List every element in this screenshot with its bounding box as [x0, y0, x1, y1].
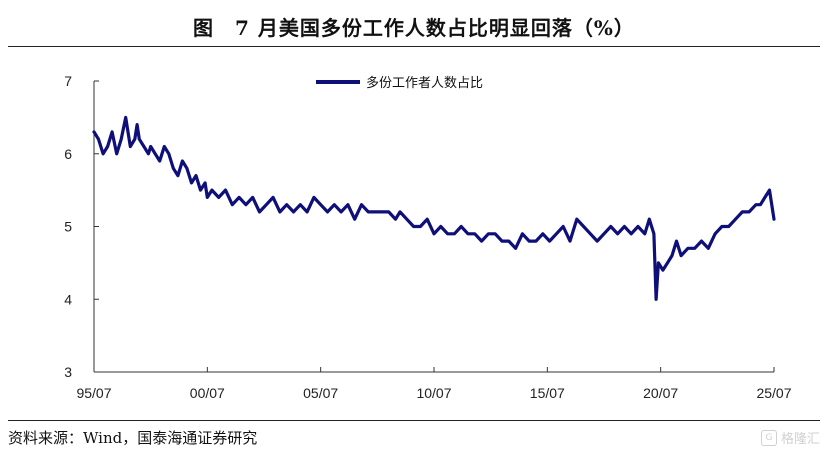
legend-label: 多份工作者人数占比 [366, 75, 483, 91]
x-tick-label: 05/07 [303, 385, 338, 401]
chart-series [92, 115, 776, 301]
line-chart: 3 4 5 6 7 95/07 00/07 05/07 10/07 15/07 20/07 25/07… [64, 73, 792, 401]
x-tick-label: 25/07 [756, 385, 791, 401]
x-tick-label: 10/07 [416, 385, 451, 401]
x-tick-label: 00/07 [190, 385, 225, 401]
y-tick-label: 7 [64, 73, 72, 89]
x-tick-label: 95/07 [76, 385, 111, 401]
title-divider [8, 46, 820, 47]
footer-divider [8, 420, 820, 421]
watermark-text: 格隆汇 [780, 432, 820, 447]
watermark-logo-icon: G [760, 429, 777, 446]
x-tick-label: 20/07 [643, 385, 678, 401]
watermark: G 格隆汇 [760, 428, 820, 447]
source-note: 资料来源：Wind，国泰海通证券研究 [8, 429, 258, 447]
chart-legend: 多份工作者人数占比 [316, 75, 483, 91]
y-tick-label: 6 [64, 146, 72, 162]
y-tick-label: 4 [64, 291, 72, 307]
series-line [92, 115, 776, 301]
chart-title: 图 7 月美国多份工作人数占比明显回落（%） [193, 16, 635, 40]
x-tick-label: 15/07 [530, 385, 565, 401]
y-tick-label: 5 [64, 219, 72, 235]
y-tick-label: 3 [64, 364, 72, 380]
chart-axes: 3 4 5 6 7 95/07 00/07 05/07 10/07 15/07 20/07 25/07 [64, 73, 792, 401]
